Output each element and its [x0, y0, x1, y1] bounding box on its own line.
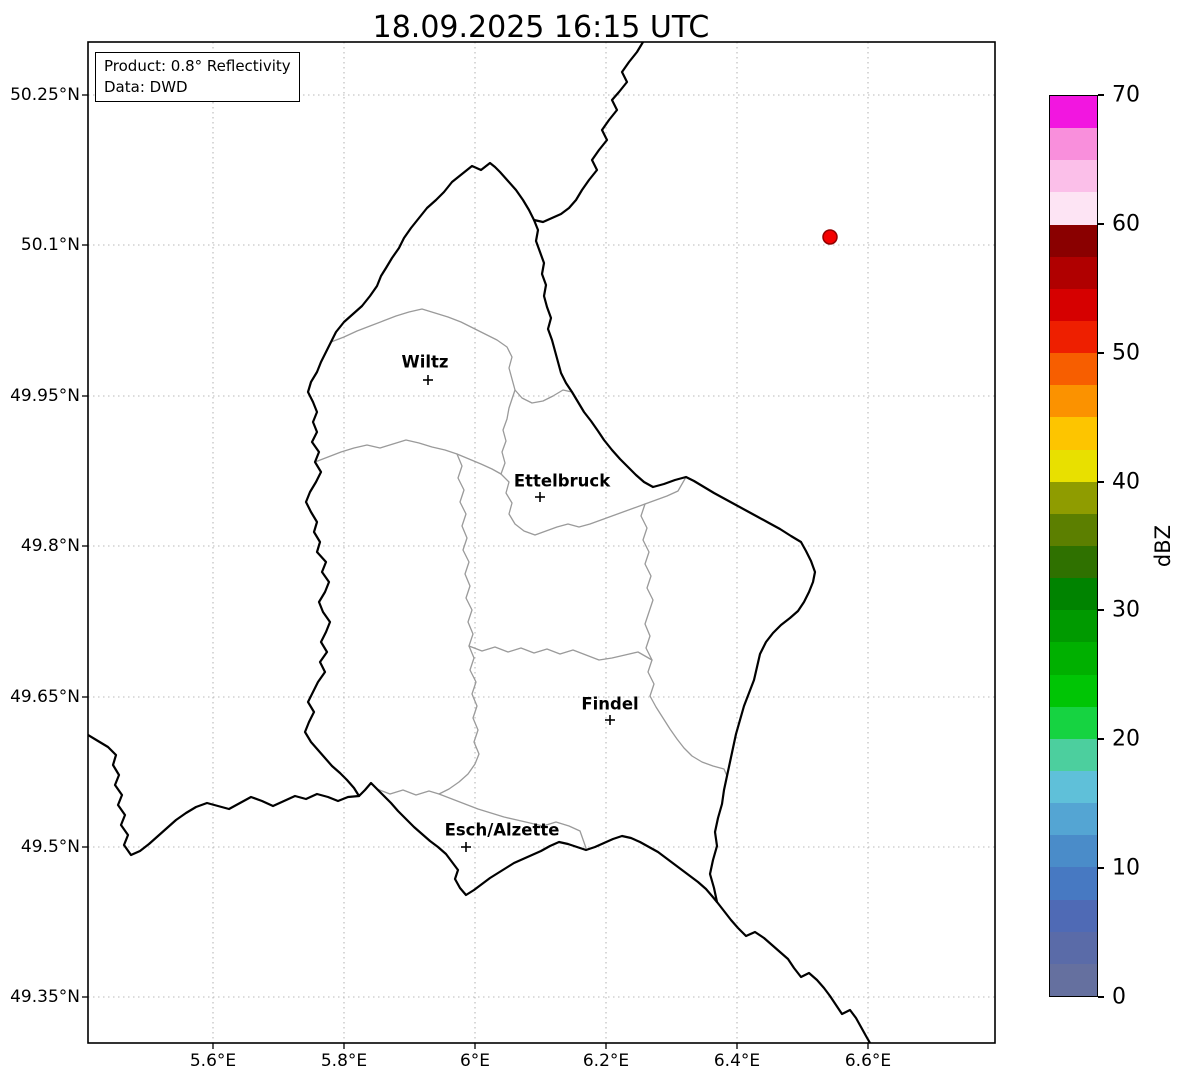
y-tick-label: 49.35°N: [10, 987, 80, 1007]
colorbar-segment: [1050, 481, 1097, 514]
colorbar-unit-label: dBZ: [1151, 524, 1175, 568]
canton-border: [468, 645, 653, 661]
colorbar-tick-label: 20: [1112, 726, 1140, 752]
border-germany-belgium: [532, 42, 645, 224]
x-tick-label: 6°E: [459, 1051, 491, 1071]
colorbar-segments: [1050, 96, 1097, 996]
grid-lines: [88, 42, 995, 1043]
colorbar-segment: [1050, 931, 1097, 964]
colorbar-segment: [1050, 192, 1097, 225]
colorbar-segment: [1050, 899, 1097, 932]
country-borders: [88, 42, 872, 1043]
colorbar-segment: [1050, 803, 1097, 836]
colorbar-segment: [1050, 578, 1097, 611]
axes-frame: [87, 41, 996, 1044]
colorbar-segment: [1050, 706, 1097, 739]
colorbar-segment: [1050, 771, 1097, 804]
figure-title: 18.09.2025 16:15 UTC: [372, 10, 710, 45]
city-label: Ettelbruck: [513, 471, 611, 491]
colorbar-segment: [1050, 353, 1097, 386]
colorbar-segment: [1050, 321, 1097, 354]
colorbar-segment: [1050, 610, 1097, 643]
colorbar-segment: [1050, 160, 1097, 193]
colorbar-segment: [1050, 674, 1097, 707]
colorbar-tick-label: 50: [1112, 340, 1140, 366]
city-label: Esch/Alzette: [444, 820, 560, 840]
colorbar-tick-mark: [1098, 222, 1104, 225]
product-info-box: Product: 0.8° Reflectivity Data: DWD: [95, 52, 300, 102]
canton-border: [500, 473, 687, 536]
colorbar-tick-mark: [1098, 738, 1104, 741]
canton-border: [330, 308, 573, 404]
canton-border: [376, 788, 587, 849]
colorbar-segment: [1050, 738, 1097, 772]
colorbar-tick-label: 60: [1112, 211, 1140, 237]
border-belgium-france: [88, 733, 361, 857]
colorbar-tick-label: 0: [1112, 984, 1126, 1010]
colorbar-segment: [1050, 96, 1097, 129]
data-source-line: Data: DWD: [104, 78, 188, 96]
radar-location-dot: [822, 229, 838, 245]
city-label: Findel: [581, 694, 639, 714]
colorbar-segment: [1050, 417, 1097, 450]
colorbar-segment: [1050, 288, 1097, 322]
colorbar-segment: [1050, 835, 1097, 868]
canton-border: [438, 453, 480, 795]
colorbar-tick-mark: [1098, 609, 1104, 612]
colorbar-tick-mark: [1098, 94, 1104, 96]
colorbar-segment: [1050, 224, 1097, 257]
colorbar-segment: [1050, 546, 1097, 579]
city-label: Wiltz: [401, 352, 449, 372]
colorbar-tick-mark: [1098, 996, 1104, 998]
colorbar-tick-label: 10: [1112, 855, 1140, 881]
colorbar-segment: [1050, 449, 1097, 482]
colorbar-segment: [1050, 128, 1097, 161]
y-tick-label: 50.1°N: [20, 235, 80, 255]
axis-tick-marks: [82, 94, 869, 1049]
colorbar-segment: [1050, 642, 1097, 675]
y-tick-label: 49.5°N: [20, 837, 80, 857]
colorbar-segment: [1050, 513, 1097, 547]
canton-border: [500, 389, 516, 475]
y-tick-label: 49.95°N: [10, 386, 80, 406]
border-france-germany: [715, 900, 872, 1043]
country-border-luxembourg: [303, 161, 817, 904]
colorbar-tick-mark: [1098, 480, 1104, 483]
colorbar-segment: [1050, 963, 1097, 996]
canton-border: [640, 503, 728, 777]
canton-border: [314, 439, 502, 475]
x-tick-label: 6.4°E: [713, 1051, 761, 1071]
colorbar-segment: [1050, 867, 1097, 900]
y-tick-label: 50.25°N: [10, 85, 80, 105]
x-tick-label: 6.2°E: [582, 1051, 630, 1071]
map-markers: [423, 229, 838, 852]
x-tick-label: 5.6°E: [189, 1051, 237, 1071]
y-tick-label: 49.8°N: [20, 536, 80, 556]
colorbar: [1049, 95, 1098, 997]
colorbar-tick-mark: [1098, 867, 1104, 870]
colorbar-tick-label: 40: [1112, 469, 1140, 495]
colorbar-segment: [1050, 256, 1097, 289]
colorbar-tick-label: 70: [1112, 82, 1140, 108]
colorbar-tick-mark: [1098, 351, 1104, 354]
colorbar-tick-label: 30: [1112, 597, 1140, 623]
product-line: Product: 0.8° Reflectivity: [104, 57, 291, 75]
colorbar-segment: [1050, 385, 1097, 418]
y-tick-label: 49.65°N: [10, 687, 80, 707]
x-tick-label: 5.8°E: [320, 1051, 368, 1071]
x-tick-label: 6.6°E: [844, 1051, 892, 1071]
